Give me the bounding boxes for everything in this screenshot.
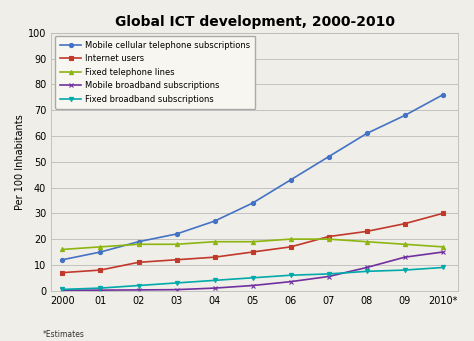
Fixed telephone lines	[440, 245, 446, 249]
Fixed telephone lines	[212, 240, 218, 244]
Mobile broadband subscriptions	[60, 288, 65, 292]
Mobile broadband subscriptions	[250, 283, 255, 287]
Mobile cellular telephone subscriptions	[98, 250, 103, 254]
Mobile cellular telephone subscriptions	[326, 154, 331, 159]
Fixed broadband subscriptions	[288, 273, 293, 277]
Internet users	[136, 260, 141, 264]
Fixed broadband subscriptions	[440, 265, 446, 269]
Fixed telephone lines	[326, 237, 331, 241]
Fixed telephone lines	[288, 237, 293, 241]
Mobile broadband subscriptions	[136, 288, 141, 292]
Legend: Mobile cellular telephone subscriptions, Internet users, Fixed telephone lines, : Mobile cellular telephone subscriptions,…	[55, 35, 255, 109]
Mobile cellular telephone subscriptions	[440, 93, 446, 97]
Fixed telephone lines	[364, 240, 370, 244]
Internet users	[250, 250, 255, 254]
Mobile cellular telephone subscriptions	[288, 178, 293, 182]
Fixed broadband subscriptions	[212, 278, 218, 282]
Internet users	[440, 211, 446, 216]
Internet users	[402, 222, 408, 226]
Mobile broadband subscriptions	[364, 265, 370, 269]
Fixed broadband subscriptions	[364, 269, 370, 273]
Mobile cellular telephone subscriptions	[250, 201, 255, 205]
Fixed broadband subscriptions	[136, 283, 141, 287]
Fixed telephone lines	[98, 245, 103, 249]
Fixed telephone lines	[173, 242, 179, 246]
Y-axis label: Per 100 Inhabitants: Per 100 Inhabitants	[15, 114, 25, 210]
Title: Global ICT development, 2000-2010: Global ICT development, 2000-2010	[115, 15, 394, 29]
Line: Fixed broadband subscriptions: Fixed broadband subscriptions	[60, 265, 445, 292]
Mobile cellular telephone subscriptions	[402, 113, 408, 117]
Internet users	[212, 255, 218, 259]
Internet users	[288, 245, 293, 249]
Mobile broadband subscriptions	[326, 275, 331, 279]
Line: Mobile broadband subscriptions: Mobile broadband subscriptions	[60, 250, 445, 292]
Mobile broadband subscriptions	[98, 288, 103, 292]
Mobile cellular telephone subscriptions	[364, 131, 370, 135]
Line: Mobile cellular telephone subscriptions: Mobile cellular telephone subscriptions	[60, 93, 445, 262]
Mobile broadband subscriptions	[440, 250, 446, 254]
Mobile broadband subscriptions	[402, 255, 408, 259]
Internet users	[60, 271, 65, 275]
Line: Fixed telephone lines: Fixed telephone lines	[60, 237, 445, 252]
Mobile broadband subscriptions	[288, 280, 293, 284]
Fixed telephone lines	[136, 242, 141, 246]
Fixed telephone lines	[402, 242, 408, 246]
Fixed broadband subscriptions	[60, 287, 65, 292]
Mobile cellular telephone subscriptions	[173, 232, 179, 236]
Internet users	[364, 229, 370, 234]
Internet users	[326, 235, 331, 239]
Fixed broadband subscriptions	[402, 268, 408, 272]
Mobile broadband subscriptions	[212, 286, 218, 290]
Text: *Estimates: *Estimates	[43, 330, 84, 339]
Fixed broadband subscriptions	[98, 286, 103, 290]
Fixed telephone lines	[60, 247, 65, 251]
Fixed broadband subscriptions	[173, 281, 179, 285]
Internet users	[98, 268, 103, 272]
Fixed telephone lines	[250, 240, 255, 244]
Fixed broadband subscriptions	[250, 276, 255, 280]
Internet users	[173, 258, 179, 262]
Mobile broadband subscriptions	[173, 287, 179, 292]
Mobile cellular telephone subscriptions	[136, 240, 141, 244]
Mobile cellular telephone subscriptions	[60, 258, 65, 262]
Line: Internet users: Internet users	[60, 211, 445, 275]
Fixed broadband subscriptions	[326, 272, 331, 276]
Mobile cellular telephone subscriptions	[212, 219, 218, 223]
